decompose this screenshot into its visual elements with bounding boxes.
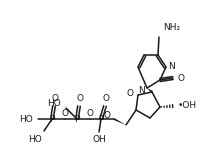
Text: O: O xyxy=(103,94,109,103)
Text: N: N xyxy=(168,61,175,70)
Text: O: O xyxy=(104,111,111,120)
Text: O: O xyxy=(127,89,134,98)
Text: O: O xyxy=(87,110,94,119)
Polygon shape xyxy=(114,118,126,125)
Text: N: N xyxy=(138,86,145,95)
Text: •OH: •OH xyxy=(178,102,197,111)
Text: NH₂: NH₂ xyxy=(163,23,180,32)
Text: O: O xyxy=(77,94,83,103)
Text: OH: OH xyxy=(92,135,106,144)
Text: HO: HO xyxy=(19,115,33,124)
Text: O: O xyxy=(178,73,185,82)
Text: P: P xyxy=(49,115,55,124)
Text: P: P xyxy=(74,115,80,124)
Text: HO: HO xyxy=(28,134,42,143)
Text: HO: HO xyxy=(47,99,61,108)
Text: O: O xyxy=(62,110,68,119)
Text: O: O xyxy=(52,94,58,103)
Polygon shape xyxy=(147,88,153,93)
Text: P: P xyxy=(98,115,104,124)
